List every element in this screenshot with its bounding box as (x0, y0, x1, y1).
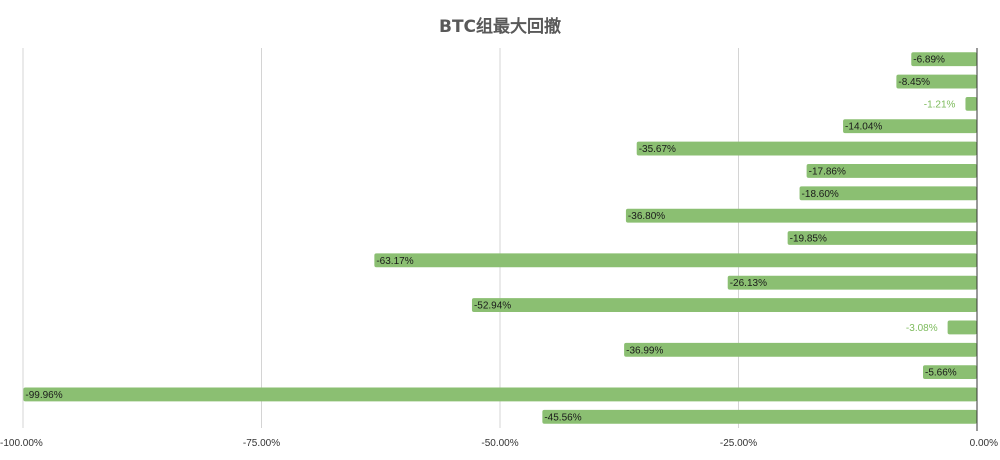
bar (923, 365, 977, 380)
bar-value-label: -99.96% (25, 390, 62, 401)
bar-value-label: -36.80% (628, 211, 665, 222)
x-tick-label: -25.00% (720, 438, 757, 449)
bar-value-label: -3.08% (906, 323, 938, 334)
bar (787, 231, 977, 245)
bar-value-label: -19.85% (790, 234, 827, 245)
bar-value-label: -14.04% (845, 122, 882, 133)
bar-value-label: -36.99% (626, 345, 663, 356)
bar-value-label: -6.89% (913, 55, 945, 66)
bar-value-label: -52.94% (474, 301, 511, 312)
x-tick-label: 0.00% (970, 438, 998, 449)
bar-value-label: -18.60% (802, 189, 839, 200)
x-tick-label: -100.00% (0, 438, 43, 449)
bar (896, 74, 977, 89)
bar-value-label: -35.67% (639, 144, 676, 155)
bar (947, 320, 977, 335)
bar (806, 164, 977, 178)
bar-labels: -6.89% -8.45% -1.21% -14.04% -35.67% -17.86% -… (25, 55, 956, 424)
bar (799, 186, 977, 201)
bar (843, 119, 977, 134)
grid-lines (22, 48, 739, 428)
bar-value-label: -63.17% (376, 256, 413, 267)
bars (23, 52, 978, 424)
bar-value-label: -1.21% (924, 99, 956, 110)
bar (624, 342, 977, 357)
bar (636, 141, 977, 156)
bar (911, 52, 977, 67)
bar-value-label: -8.45% (898, 77, 930, 88)
bar-value-label: -5.66% (925, 368, 957, 379)
x-tick-label: -50.00% (481, 438, 518, 449)
bar (471, 298, 977, 312)
bar-value-label: -26.13% (730, 278, 767, 289)
bar (625, 208, 977, 223)
bar (23, 387, 978, 402)
bar (727, 275, 977, 290)
bar-value-label: -17.86% (809, 166, 846, 177)
x-tick-label: -75.00% (243, 438, 280, 449)
bar (965, 96, 977, 111)
x-axis: -100.00% -75.00% -50.00% -25.00% 0.00% (0, 48, 998, 449)
bar (542, 409, 977, 424)
chart-title: BTC组最大回撤 (438, 17, 562, 37)
bar-value-label: -45.56% (544, 412, 581, 423)
bar (374, 253, 978, 268)
